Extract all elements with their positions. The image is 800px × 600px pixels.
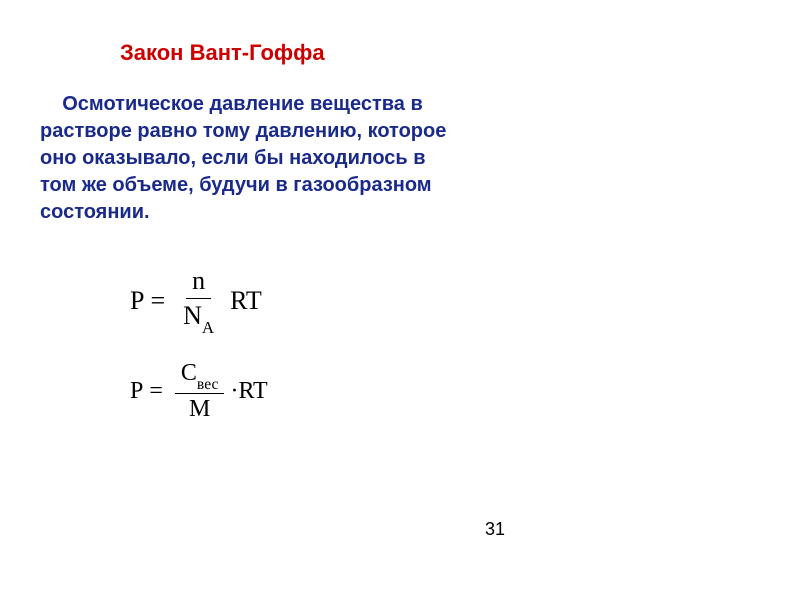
formula-2: P = Cвес M · RT [130,360,760,423]
f1-denom-sub: A [202,318,214,337]
slide-title: Закон Вант-Гоффа [120,40,760,66]
f1-denom-base: N [183,301,202,330]
formula-1: P = n NA RT [130,266,760,335]
f1-rhs: RT [230,286,262,316]
f2-fraction: Cвес M [175,360,225,423]
page-number: 31 [485,519,505,540]
f1-equals: = [150,286,165,316]
f2-lhs: P [130,378,143,405]
f1-lhs: P [130,286,144,316]
body-paragraph: Осмотическое давление вещества в раствор… [40,91,460,226]
formulas-block: P = n NA RT P = Cвес M · RT [130,266,760,423]
f2-num-sub: вес [197,376,219,393]
f2-rhs: RT [238,378,267,405]
f2-equals: = [149,378,163,405]
f2-numerator: Cвес [175,360,225,394]
f1-denominator: NA [177,299,220,335]
f1-fraction: n NA [177,266,220,335]
f2-num-base: C [181,360,197,386]
slide-container: Закон Вант-Гоффа Осмотическое давление в… [0,0,800,600]
f2-dot: · [230,378,238,405]
f1-numerator: n [186,266,211,299]
f2-denominator: M [183,394,216,423]
